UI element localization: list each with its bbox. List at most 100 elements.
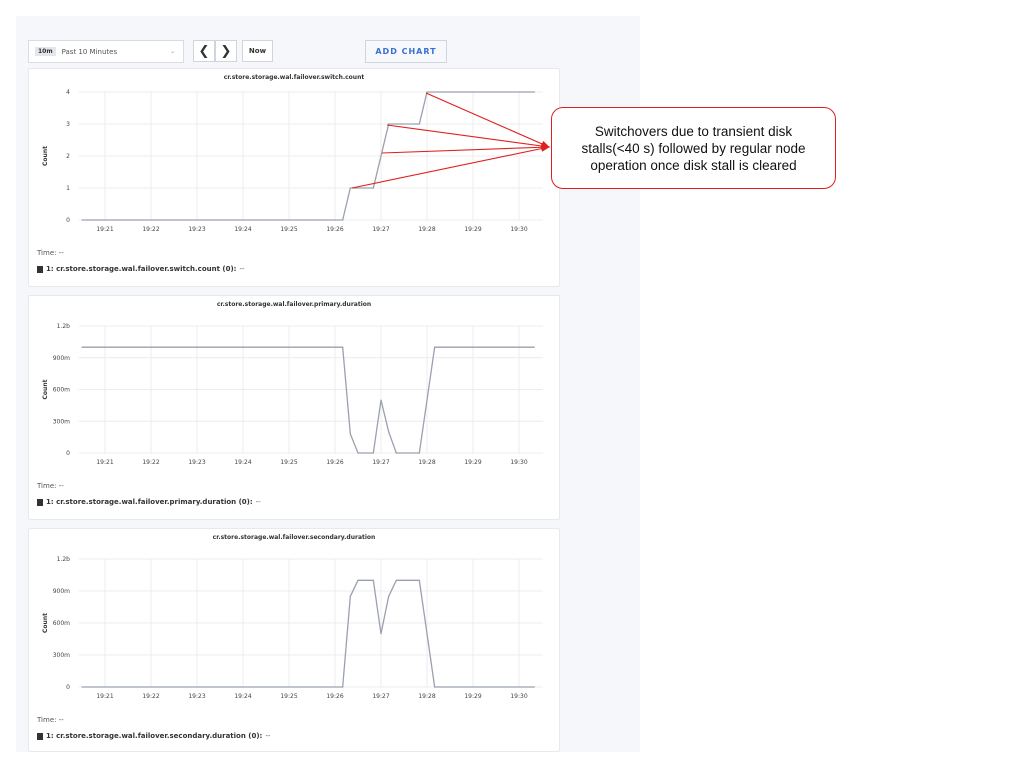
x-tick-label: 19:25 xyxy=(280,693,297,700)
legend-swatch xyxy=(37,498,43,506)
legend-label: 1: cr.store.storage.wal.failover.seconda… xyxy=(46,732,263,740)
y-axis-label: Count xyxy=(42,613,49,633)
x-tick-label: 19:22 xyxy=(142,226,159,233)
time-value: -- xyxy=(58,249,64,257)
chevron-right-icon: ❯ xyxy=(220,43,232,59)
legend-swatch xyxy=(37,265,43,273)
legend-item[interactable]: 1: cr.store.storage.wal.failover.primary… xyxy=(37,498,261,506)
x-tick-label: 19:26 xyxy=(326,693,343,700)
x-tick-label: 19:22 xyxy=(142,693,159,700)
next-range-button[interactable]: ❯ xyxy=(215,40,237,62)
x-tick-label: 19:25 xyxy=(280,459,297,466)
x-tick-label: 19:26 xyxy=(326,226,343,233)
data-point xyxy=(372,187,374,189)
x-tick-label: 19:27 xyxy=(372,693,389,700)
data-point xyxy=(380,633,382,635)
legend-value: -- xyxy=(265,732,271,740)
chevron-down-icon: ⌄ xyxy=(169,48,175,55)
legend-label: 1: cr.store.storage.wal.failover.switch.… xyxy=(46,265,237,273)
time-label: Time: xyxy=(37,482,57,490)
time-label: Time: xyxy=(37,249,57,257)
data-point xyxy=(418,452,420,454)
data-point xyxy=(349,433,351,435)
x-tick-label: 19:27 xyxy=(372,226,389,233)
range-badge: 10m xyxy=(35,47,56,56)
annotation-arrow xyxy=(351,145,551,189)
x-tick-label: 19:28 xyxy=(418,693,435,700)
data-point xyxy=(395,452,397,454)
x-tick-label: 19:22 xyxy=(142,459,159,466)
legend-value: -- xyxy=(255,498,261,506)
data-point xyxy=(426,91,428,93)
annotation-arrow xyxy=(386,124,551,150)
chart-title: cr.store.storage.wal.failover.primary.du… xyxy=(216,301,372,308)
data-point xyxy=(357,452,359,454)
y-tick-label: 1 xyxy=(66,185,70,192)
x-tick-label: 19:23 xyxy=(188,226,205,233)
x-tick-label: 19:23 xyxy=(188,459,205,466)
data-point xyxy=(372,579,374,581)
x-tick-label: 19:21 xyxy=(96,459,113,466)
data-point xyxy=(533,686,535,688)
x-tick-label: 19:30 xyxy=(510,459,527,466)
x-tick-label: 19:29 xyxy=(464,226,481,233)
y-tick-label: 300m xyxy=(53,652,70,659)
x-tick-label: 19:28 xyxy=(418,459,435,466)
x-tick-label: 19:26 xyxy=(326,459,343,466)
time-readout: Time: -- xyxy=(37,716,64,724)
x-tick-label: 19:23 xyxy=(188,693,205,700)
y-axis-label: Count xyxy=(42,146,49,166)
x-tick-label: 19:24 xyxy=(234,459,251,466)
legend-item[interactable]: 1: cr.store.storage.wal.failover.switch.… xyxy=(37,265,245,273)
annotation-arrow xyxy=(425,92,551,148)
time-value: -- xyxy=(58,482,64,490)
previous-range-button[interactable]: ❮ xyxy=(193,40,215,62)
y-tick-label: 2 xyxy=(66,153,70,160)
line-chart: 0 300m 600m 900m 1.2b 19:21 19:22 19:23 19:24 19:… xyxy=(42,323,543,466)
y-tick-label: 3 xyxy=(66,121,70,128)
x-tick-label: 19:25 xyxy=(280,226,297,233)
time-readout: Time: -- xyxy=(37,482,64,490)
series-line xyxy=(82,579,535,688)
data-point xyxy=(342,346,344,348)
y-tick-label: 900m xyxy=(53,355,70,362)
data-point xyxy=(342,686,344,688)
data-point xyxy=(426,633,428,635)
annotation-arrow xyxy=(381,143,551,154)
data-point xyxy=(434,686,436,688)
data-point xyxy=(395,579,397,581)
time-label: Time: xyxy=(37,716,57,724)
x-tick-label: 19:28 xyxy=(418,226,435,233)
y-tick-label: 1.2b xyxy=(57,556,71,563)
y-tick-label: 4 xyxy=(66,89,70,96)
y-tick-label: 0 xyxy=(66,217,70,224)
data-point xyxy=(533,91,535,93)
data-point xyxy=(349,595,351,597)
chevron-left-icon: ❮ xyxy=(198,43,210,59)
time-value: -- xyxy=(58,716,64,724)
x-tick-label: 19:29 xyxy=(464,693,481,700)
chart-title: cr.store.storage.wal.failover.switch.cou… xyxy=(223,74,365,81)
y-tick-label: 900m xyxy=(53,588,70,595)
data-point xyxy=(342,219,344,221)
y-tick-label: 300m xyxy=(53,418,70,425)
x-tick-label: 19:24 xyxy=(234,693,251,700)
now-button[interactable]: Now xyxy=(242,40,273,62)
data-point xyxy=(388,431,390,433)
data-point xyxy=(81,346,83,348)
data-point xyxy=(434,346,436,348)
data-point xyxy=(81,219,83,221)
y-tick-label: 0 xyxy=(66,684,70,691)
x-tick-label: 19:27 xyxy=(372,459,389,466)
range-label: Past 10 Minutes xyxy=(61,47,118,56)
line-chart: 0 1 2 3 4 19:21 19:22 19:23 19:24 19:25 19:26 19:27… xyxy=(42,89,543,233)
time-range-select[interactable]: 10m Past 10 Minutes ⌄ xyxy=(28,40,184,63)
series-line xyxy=(82,91,535,221)
legend-item[interactable]: 1: cr.store.storage.wal.failover.seconda… xyxy=(37,732,270,740)
data-point xyxy=(372,452,374,454)
x-tick-label: 19:21 xyxy=(96,226,113,233)
chart-card: cr.store.storage.wal.failover.switch.cou… xyxy=(28,68,560,287)
y-tick-label: 600m xyxy=(53,620,70,627)
add-chart-button[interactable]: ADD CHART xyxy=(365,40,447,63)
